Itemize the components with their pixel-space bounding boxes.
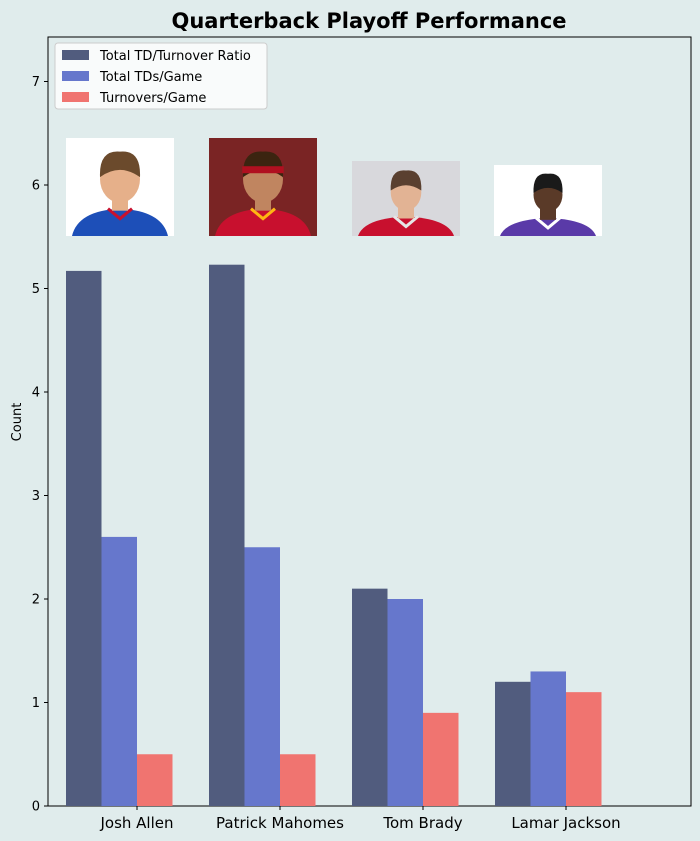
y-tick-label: 2 <box>32 593 40 608</box>
x-tick-label: Lamar Jackson <box>511 814 620 832</box>
bar <box>137 754 173 806</box>
bar <box>566 692 602 806</box>
bar <box>495 681 531 806</box>
bars-group <box>66 264 602 807</box>
bar <box>244 547 280 806</box>
player-photo <box>352 161 460 236</box>
bar <box>352 588 388 806</box>
bar <box>387 599 423 806</box>
y-tick-label: 6 <box>32 179 40 194</box>
y-tick-label: 7 <box>32 75 40 90</box>
y-tick-label: 5 <box>32 282 40 297</box>
legend-label: Turnovers/Game <box>99 91 206 106</box>
x-axis: Josh Allen Patrick Mahomes Tom Brady Lamar … <box>99 806 621 832</box>
legend: Total TD/Turnover Ratio Total TDs/Game Tur… <box>54 42 268 110</box>
legend-swatch <box>62 71 89 81</box>
y-tick-label: 4 <box>32 386 40 401</box>
bar <box>101 536 137 806</box>
chart-title: Quarterback Playoff Performance <box>171 9 566 33</box>
player-photos-group <box>66 138 602 236</box>
legend-swatch <box>62 92 89 102</box>
bar <box>66 270 102 807</box>
y-tick-label: 3 <box>32 489 40 504</box>
bar <box>530 671 566 806</box>
x-tick-label: Josh Allen <box>99 814 173 832</box>
legend-label: Total TD/Turnover Ratio <box>99 49 251 64</box>
player-photo <box>66 138 174 236</box>
legend-swatch <box>62 50 89 60</box>
x-tick-label: Tom Brady <box>382 814 462 832</box>
bar <box>209 264 245 807</box>
legend-box <box>54 42 268 110</box>
bar <box>423 712 459 806</box>
player-photo <box>209 138 317 236</box>
y-axis: 0 1 2 3 4 5 6 7 <box>32 75 48 815</box>
bar <box>280 754 316 806</box>
y-axis-label: Count <box>10 403 25 442</box>
legend-label: Total TDs/Game <box>99 70 202 85</box>
y-tick-label: 1 <box>32 696 40 711</box>
y-tick-label: 0 <box>32 800 40 815</box>
x-tick-label: Patrick Mahomes <box>216 814 344 832</box>
player-photo <box>494 165 602 236</box>
